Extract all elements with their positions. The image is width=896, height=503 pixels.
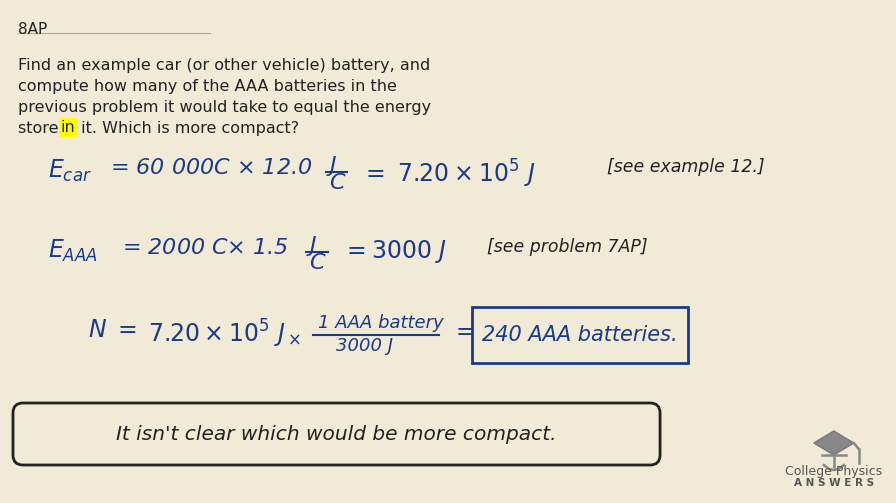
Text: It isn't clear which would be more compact.: It isn't clear which would be more compa… <box>116 425 556 444</box>
Text: $= 3000 \ J$: $= 3000 \ J$ <box>341 238 446 265</box>
Text: Find an example car (or other vehicle) battery, and: Find an example car (or other vehicle) b… <box>18 58 430 73</box>
Text: $= \ 7.20 \times 10^5 \ J$: $= \ 7.20 \times 10^5 \ J$ <box>361 158 536 190</box>
Text: it. Which is more compact?: it. Which is more compact? <box>75 121 298 136</box>
FancyBboxPatch shape <box>472 307 688 363</box>
Text: $7.20 \times 10^5 \ J_\times$: $7.20 \times 10^5 \ J_\times$ <box>148 318 301 350</box>
Text: in: in <box>61 120 75 135</box>
FancyBboxPatch shape <box>13 403 660 465</box>
Text: C: C <box>330 173 345 193</box>
Text: 8AP: 8AP <box>18 22 47 37</box>
Text: $N \ =$: $N \ =$ <box>88 318 137 342</box>
Text: previous problem it would take to equal the energy: previous problem it would take to equal … <box>18 100 431 115</box>
Text: = 2000 C$\times$ 1.5: = 2000 C$\times$ 1.5 <box>122 238 289 258</box>
Text: J: J <box>330 156 336 176</box>
Text: 240 AAA batteries.: 240 AAA batteries. <box>482 325 678 345</box>
Text: stored: stored <box>18 121 73 136</box>
Text: College Physics: College Physics <box>785 465 883 478</box>
Text: C: C <box>309 253 325 273</box>
Text: $=$: $=$ <box>452 318 475 342</box>
Text: $E_{car}$: $E_{car}$ <box>47 158 91 184</box>
Text: $E_{AAA}$: $E_{AAA}$ <box>47 238 98 264</box>
Text: 1 AAA battery: 1 AAA battery <box>317 314 444 332</box>
Text: [see problem 7AP]: [see problem 7AP] <box>487 238 648 256</box>
Text: 3000 J: 3000 J <box>335 337 392 355</box>
Text: [see example 12.]: [see example 12.] <box>607 158 765 176</box>
Text: A N S W E R S: A N S W E R S <box>794 478 874 488</box>
Text: J: J <box>309 236 316 256</box>
Text: compute how many of the AAA batteries in the: compute how many of the AAA batteries in… <box>18 79 397 94</box>
Polygon shape <box>814 431 854 455</box>
Text: = 60 000C $\times$ 12.0: = 60 000C $\times$ 12.0 <box>110 158 312 178</box>
